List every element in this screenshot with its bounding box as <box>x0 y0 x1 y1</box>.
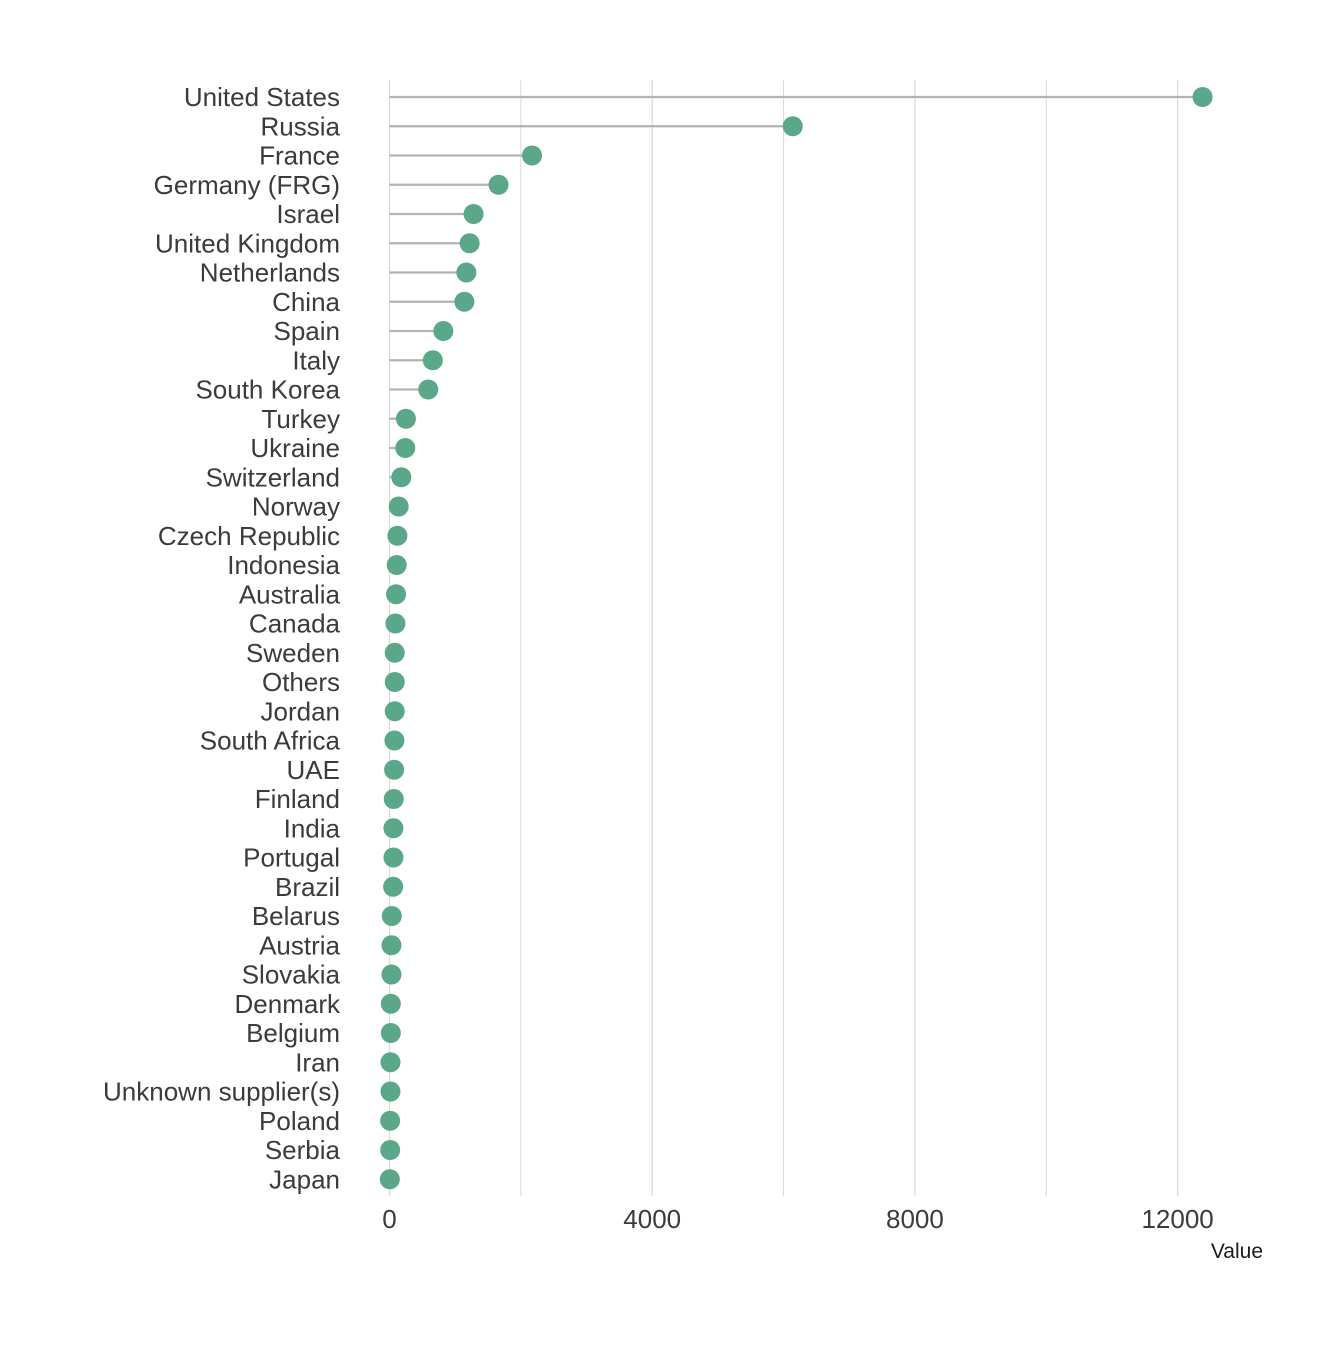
data-point <box>383 789 404 809</box>
data-point <box>782 116 803 137</box>
data-point <box>380 1140 401 1160</box>
category-label: Portugal <box>243 843 340 873</box>
data-point <box>380 1052 401 1073</box>
data-point <box>391 467 412 488</box>
data-point <box>380 1023 401 1043</box>
category-label: Netherlands <box>200 258 340 288</box>
category-label: India <box>284 813 341 843</box>
data-point <box>463 204 484 224</box>
category-label: United States <box>184 82 340 112</box>
category-label: Switzerland <box>206 462 340 492</box>
category-label: Jordan <box>261 696 341 726</box>
category-label: Brazil <box>275 872 340 902</box>
category-label: Unknown supplier(s) <box>103 1077 340 1107</box>
category-label: Israel <box>276 199 340 229</box>
category-label: Belarus <box>252 901 340 931</box>
data-point <box>395 408 416 429</box>
data-point <box>380 1110 401 1131</box>
points <box>379 87 1213 1190</box>
data-point <box>384 730 405 751</box>
data-point <box>388 496 409 517</box>
data-point <box>385 613 406 634</box>
data-point <box>422 350 443 371</box>
category-label: China <box>272 287 340 317</box>
category-label: Japan <box>269 1164 340 1194</box>
x-tick-label: 12000 <box>1141 1204 1213 1234</box>
data-point <box>386 584 407 605</box>
data-point <box>384 759 405 780</box>
category-label: Germany (FRG) <box>154 170 340 200</box>
category-label: Ukraine <box>250 433 340 463</box>
category-label: Finland <box>255 784 340 814</box>
x-tick-label: 0 <box>382 1204 396 1234</box>
category-label: Poland <box>259 1106 340 1136</box>
data-point <box>381 935 402 956</box>
data-point <box>380 1081 401 1102</box>
data-point <box>383 847 404 868</box>
category-label: Others <box>262 667 340 697</box>
data-point <box>1192 87 1213 107</box>
category-label: Sweden <box>246 638 340 668</box>
data-point <box>454 291 475 312</box>
data-point <box>488 174 509 195</box>
data-point <box>386 555 407 575</box>
category-label: Canada <box>249 609 341 639</box>
data-point <box>381 964 402 985</box>
category-label: Belgium <box>246 1018 340 1048</box>
category-label: France <box>259 141 340 171</box>
stems <box>389 95 1203 1181</box>
data-point <box>381 906 402 926</box>
data-point <box>433 321 454 341</box>
data-point <box>418 379 439 400</box>
category-label: South Africa <box>200 726 341 756</box>
data-point <box>384 672 405 692</box>
data-point <box>383 876 404 897</box>
category-label: United Kingdom <box>155 228 340 258</box>
data-point <box>395 438 416 458</box>
x-axis-ticks: 0 4000 8000 12000 <box>382 1204 1214 1234</box>
category-label: Indonesia <box>227 550 340 580</box>
data-point <box>522 145 543 166</box>
data-point <box>379 1169 400 1190</box>
x-axis-title: Value <box>1211 1240 1263 1263</box>
data-point <box>384 701 405 722</box>
data-point <box>380 993 401 1014</box>
category-label: Norway <box>252 492 340 522</box>
category-label: Slovakia <box>242 960 341 990</box>
category-label: Serbia <box>265 1135 341 1165</box>
category-label: Italy <box>292 345 340 375</box>
category-label: Spain <box>274 316 341 346</box>
category-label: South Korea <box>195 375 340 405</box>
category-label: Australia <box>239 579 341 609</box>
category-label: Iran <box>295 1047 340 1077</box>
x-tick-label: 4000 <box>623 1204 681 1234</box>
category-label: UAE <box>287 755 340 785</box>
data-point <box>456 262 477 283</box>
data-point <box>384 642 405 663</box>
gridlines <box>388 80 1179 1196</box>
data-point <box>387 525 408 546</box>
category-label: Czech Republic <box>158 521 340 551</box>
x-tick-label: 8000 <box>886 1204 944 1234</box>
category-label: Austria <box>259 930 340 960</box>
category-label: Russia <box>261 111 341 141</box>
category-label: Denmark <box>235 989 341 1019</box>
data-point <box>383 818 404 839</box>
category-label: Turkey <box>262 404 341 434</box>
data-point <box>459 233 480 254</box>
